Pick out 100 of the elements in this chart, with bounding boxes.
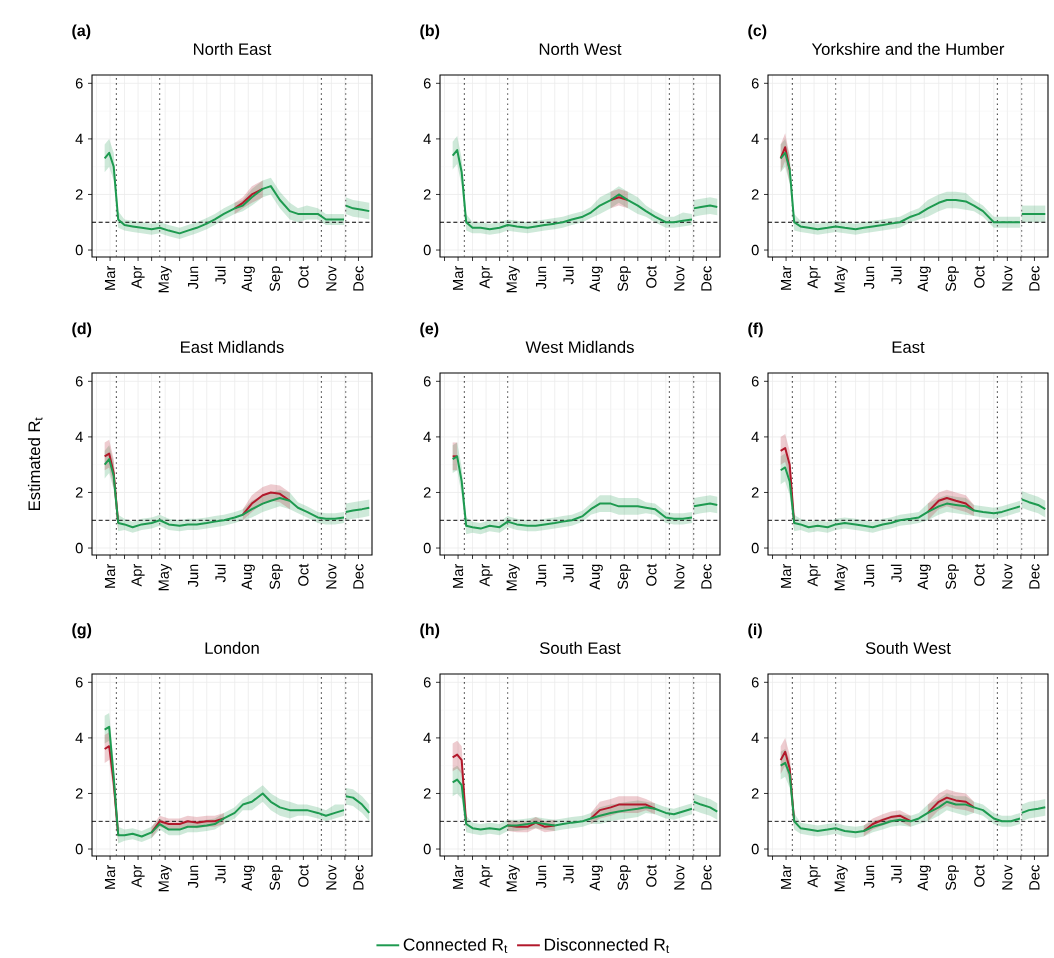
x-tick-label: Dec <box>353 564 364 589</box>
x-tick-label: Nov <box>1002 864 1013 890</box>
x-tick-label: Apr <box>131 563 145 587</box>
chart-title: Yorkshire and the Humber <box>811 42 1005 56</box>
y-tick-label: 2 <box>751 487 759 498</box>
x-tick-label: May <box>834 563 848 591</box>
x-tick-label: Apr <box>807 265 821 289</box>
y-tick-label: 6 <box>75 78 83 89</box>
x-tick-label: Oct <box>974 265 985 288</box>
x-tick-label: Apr <box>807 864 821 888</box>
x-tick-label: Aug <box>917 865 931 891</box>
x-tick-label: Jul <box>890 865 902 884</box>
x-tick-label: Jul <box>562 266 574 285</box>
x-tick-label: Mar <box>452 265 464 290</box>
x-tick-label: Jul <box>214 266 226 285</box>
x-tick-label: May <box>158 265 172 293</box>
y-tick-label: 6 <box>751 78 759 89</box>
text: (f) <box>748 322 763 338</box>
x-tick-label: Jul <box>562 865 574 884</box>
x-tick-label: Jun <box>864 865 875 889</box>
y-axis-title: Estimated R$_{t}$ <box>27 417 43 511</box>
chart-title: East <box>892 341 925 354</box>
x-tick-label: May <box>158 563 172 591</box>
x-tick-label: Jul <box>562 564 574 583</box>
y-tick-label: 4 <box>75 431 83 442</box>
y-tick-label: 6 <box>423 78 431 89</box>
chart-title: North West <box>539 42 622 56</box>
x-tick-label: Oct <box>974 864 985 887</box>
x-tick-label: Nov <box>1002 265 1013 291</box>
text: (h) <box>420 623 440 639</box>
y-tick-label: 4 <box>75 732 83 743</box>
x-tick-label: Mar <box>104 864 116 889</box>
x-tick-label: Jun <box>536 564 547 588</box>
chart-title: North East <box>194 42 272 56</box>
x-tick-label: Mar <box>780 563 792 588</box>
y-tick-label: 0 <box>751 244 759 256</box>
y-tick-label: 0 <box>75 542 83 554</box>
y-tick-label: 2 <box>75 788 83 799</box>
y-tick-label: 4 <box>75 133 83 144</box>
y-tick-label: 0 <box>751 542 759 554</box>
text: (e) <box>420 322 439 338</box>
legend-label: Disconnected R$_{t}$ <box>544 938 670 954</box>
x-tick-label: May <box>834 864 848 892</box>
x-tick-label: Oct <box>298 864 309 887</box>
x-tick-label: Aug <box>917 266 931 292</box>
x-tick-label: Dec <box>1029 564 1040 589</box>
chart-title: West Midlands <box>525 340 634 354</box>
x-tick-label: Apr <box>807 563 821 587</box>
x-tick-label: Oct <box>298 265 309 288</box>
x-tick-label: Nov <box>674 265 685 291</box>
y-tick-label: 2 <box>75 487 83 498</box>
y-tick-label: 0 <box>75 244 83 256</box>
y-tick-label: 0 <box>423 542 431 554</box>
y-tick-label: 4 <box>423 732 431 743</box>
x-tick-label: Nov <box>326 265 337 291</box>
text: (a) <box>72 24 91 40</box>
x-tick-label: Apr <box>479 265 493 289</box>
x-tick-label: Jul <box>214 865 226 884</box>
x-tick-label: Apr <box>479 563 493 587</box>
y-tick-label: 6 <box>751 677 759 688</box>
y-tick-label: 0 <box>75 843 83 855</box>
chart-title: East Midlands <box>181 340 284 354</box>
y-tick-label: 4 <box>751 133 759 144</box>
x-tick-label: Nov <box>674 864 685 890</box>
x-tick-label: May <box>158 864 172 892</box>
y-tick-label: 4 <box>423 431 431 442</box>
x-tick-label: Sep <box>617 865 631 891</box>
y-tick-label: 0 <box>423 244 431 256</box>
x-tick-label: Nov <box>326 563 337 589</box>
x-tick-label: Nov <box>1002 563 1013 589</box>
y-tick-label: 4 <box>751 431 759 442</box>
chart-title: South East <box>539 641 621 655</box>
x-tick-label: Dec <box>701 865 712 890</box>
x-tick-label: Oct <box>974 563 985 586</box>
y-tick-label: 6 <box>75 677 83 688</box>
x-tick-label: Dec <box>1029 865 1040 890</box>
legend-label: Connected R$_{t}$ <box>403 938 508 954</box>
x-tick-label: Sep <box>945 266 959 292</box>
x-tick-label: Mar <box>452 864 464 889</box>
x-tick-label: Sep <box>617 266 631 292</box>
x-tick-label: Oct <box>646 265 657 288</box>
y-tick-label: 6 <box>423 376 431 387</box>
y-tick-label: 2 <box>751 189 759 200</box>
x-tick-label: Aug <box>589 564 603 590</box>
x-tick-label: Oct <box>646 864 657 887</box>
y-tick-label: 2 <box>423 487 431 498</box>
x-tick-label: Dec <box>701 564 712 589</box>
x-tick-label: May <box>506 563 520 591</box>
text: (c) <box>748 24 767 40</box>
x-tick-label: Aug <box>241 266 255 292</box>
x-tick-label: Jul <box>890 564 902 583</box>
x-tick-label: Aug <box>589 266 603 292</box>
x-tick-label: May <box>506 864 520 892</box>
x-tick-label: Jun <box>864 266 875 290</box>
x-tick-label: Dec <box>353 266 364 291</box>
x-tick-label: Sep <box>269 564 283 590</box>
y-tick-label: 0 <box>423 843 431 855</box>
x-tick-label: Nov <box>326 864 337 890</box>
x-tick-label: Sep <box>945 564 959 590</box>
x-tick-label: Aug <box>589 865 603 891</box>
